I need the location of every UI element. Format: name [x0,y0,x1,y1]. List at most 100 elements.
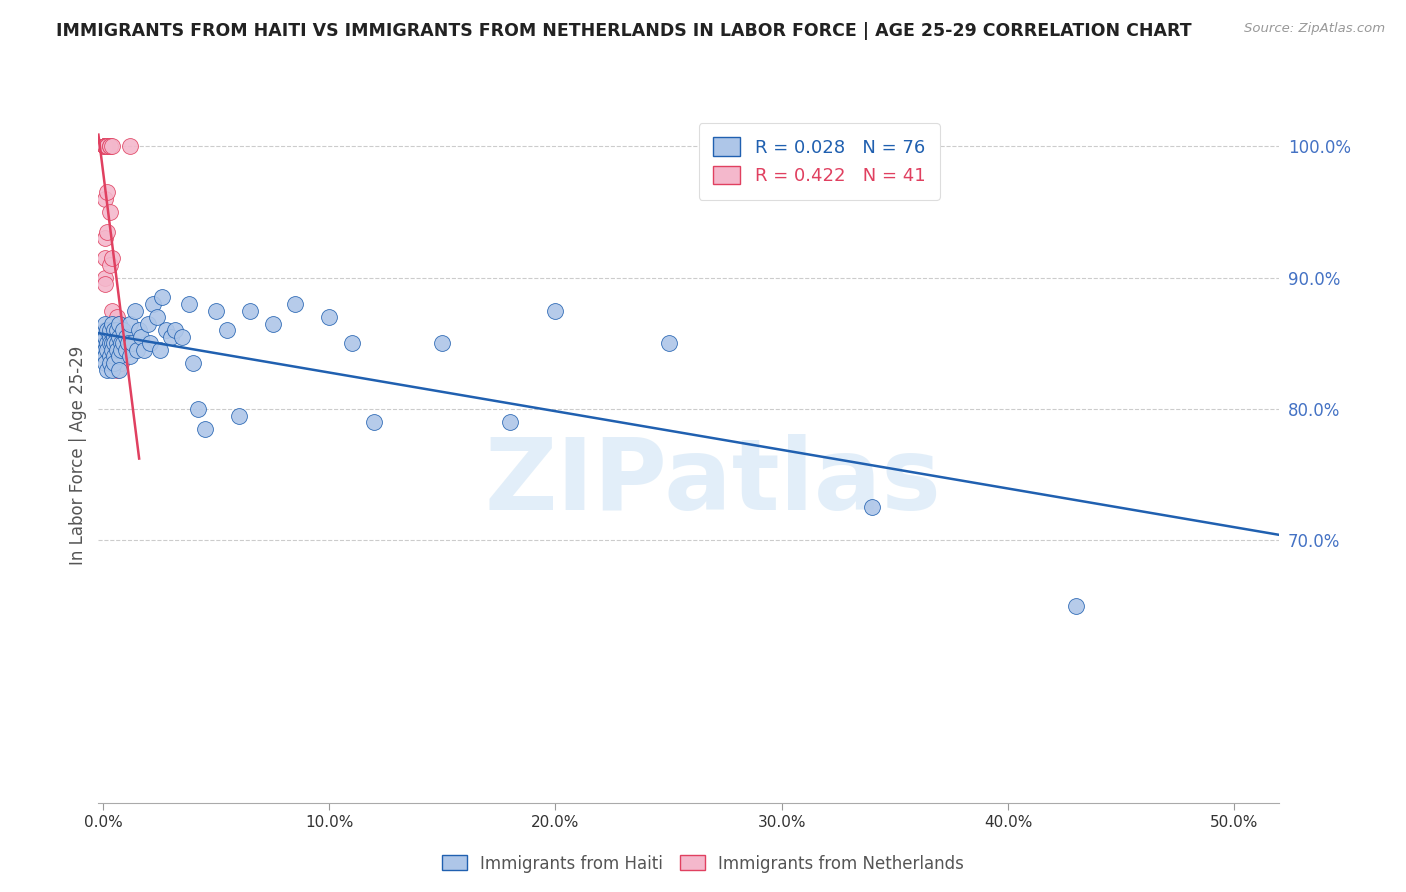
Point [101,251,124,265]
Point [98,350,121,364]
Point [94,343,117,357]
Point [96,186,118,200]
Point [107,317,129,331]
Point [146,310,169,324]
Point [94,277,117,292]
Point [177,297,200,311]
Point [94,139,117,153]
Point [98,258,121,272]
Point [150,290,173,304]
Point [96,343,118,357]
Point [103,323,125,337]
Point [120,139,142,153]
Point [96,225,118,239]
Point [94,139,117,153]
Point [103,350,125,364]
Point [114,336,136,351]
Point [105,323,128,337]
Point [105,336,128,351]
Point [110,323,132,337]
Point [107,350,129,364]
Point [101,139,124,153]
Point [432,336,454,351]
Point [124,303,146,318]
Point [117,336,139,351]
Point [101,362,124,376]
Point [148,343,170,357]
Point [103,330,125,344]
Point [205,303,228,318]
Point [94,336,117,351]
Point [107,350,129,364]
Point [159,330,181,344]
Point [96,323,118,337]
Point [658,336,681,351]
Point [114,330,136,344]
Point [112,336,135,351]
Point [112,323,135,337]
Point [94,139,117,153]
Text: ZIPatlas: ZIPatlas [484,434,941,532]
Point [98,323,121,337]
Point [103,336,125,351]
Point [107,362,129,376]
Point [96,139,118,153]
Point [217,323,239,337]
Point [183,356,205,370]
Point [284,297,307,311]
Point [98,356,121,370]
Point [128,323,150,337]
Point [103,317,125,331]
Point [187,401,209,416]
Point [114,343,136,357]
Point [107,336,129,351]
Point [110,343,132,357]
Point [94,323,117,337]
Point [94,139,117,153]
Point [340,336,363,351]
Text: IMMIGRANTS FROM HAITI VS IMMIGRANTS FROM NETHERLANDS IN LABOR FORCE | AGE 25-29 : IMMIGRANTS FROM HAITI VS IMMIGRANTS FROM… [56,22,1192,40]
Point [194,422,217,436]
Point [94,139,117,153]
Point [105,362,128,376]
Point [112,330,135,344]
Y-axis label: In Labor Force | Age 25-29: In Labor Force | Age 25-29 [69,345,87,565]
Point [105,310,128,324]
Point [139,336,162,351]
Point [103,350,125,364]
Point [101,336,124,351]
Point [103,330,125,344]
Point [121,336,143,351]
Legend: Immigrants from Haiti, Immigrants from Netherlands: Immigrants from Haiti, Immigrants from N… [436,848,970,880]
Point [120,317,142,331]
Point [110,336,132,351]
Point [94,139,117,153]
Point [96,139,118,153]
Point [132,343,155,357]
Point [262,317,284,331]
Legend: R = 0.028   N = 76, R = 0.422   N = 41: R = 0.028 N = 76, R = 0.422 N = 41 [699,123,939,200]
Point [96,139,118,153]
Point [94,139,117,153]
Point [318,310,340,324]
Point [94,356,117,370]
Point [1064,599,1087,613]
Point [239,303,262,318]
Point [101,317,124,331]
Point [94,139,117,153]
Point [101,336,124,351]
Point [107,317,129,331]
Point [142,297,165,311]
Point [228,409,250,423]
Point [98,205,121,219]
Point [107,330,129,344]
Point [120,350,142,364]
Point [860,500,883,515]
Point [110,356,132,370]
Point [94,231,117,245]
Point [101,343,124,357]
Point [98,336,121,351]
Point [94,350,117,364]
Point [101,303,124,318]
Point [94,251,117,265]
